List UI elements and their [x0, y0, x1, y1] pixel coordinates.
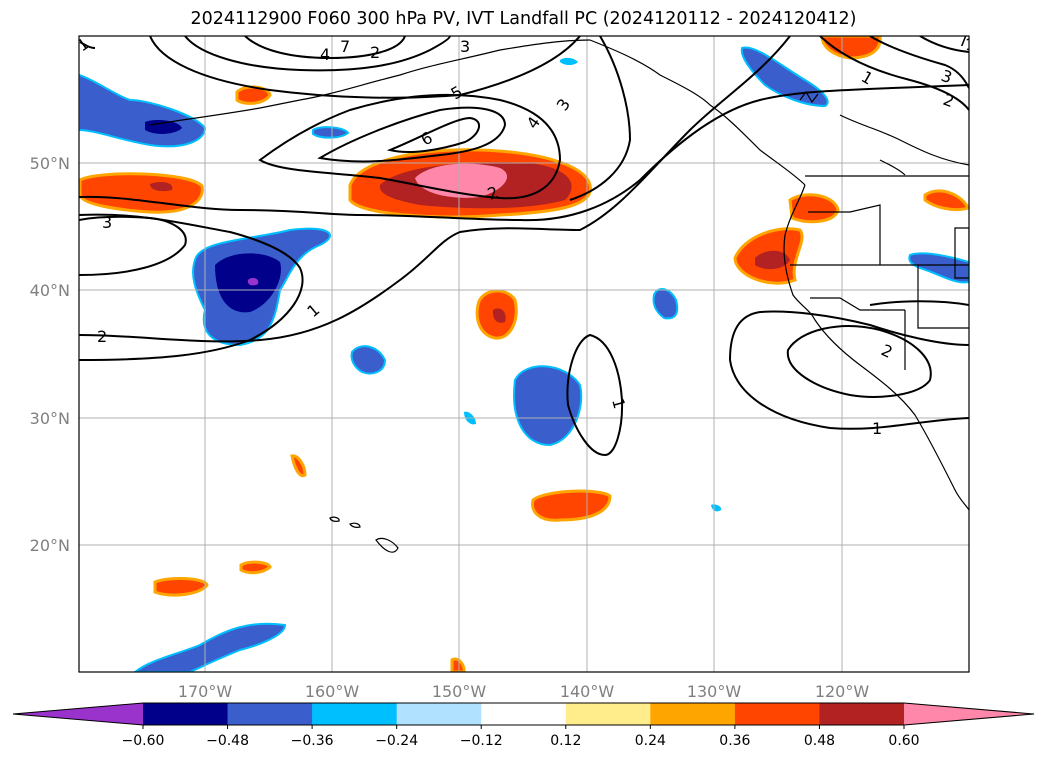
negative-region-south — [133, 622, 287, 672]
lat-tick-label: 30°N — [30, 409, 70, 428]
negative-region-central — [513, 365, 583, 447]
map-background — [79, 36, 969, 672]
lon-tick-label: 130°W — [687, 682, 742, 701]
lon-tick-label: 150°W — [432, 682, 487, 701]
map-title: 2024112900 F060 300 hPa PV, IVT Landfall… — [190, 9, 857, 29]
colorbar-tick-label: 0.24 — [635, 733, 666, 749]
contour-label: 1 — [965, 35, 975, 54]
colorbar-extend-high — [904, 703, 1034, 725]
colorbar-tick-label: −0.48 — [206, 733, 249, 749]
contour-label: 1 — [608, 396, 629, 411]
coastlines — [149, 39, 969, 553]
positive-region-west — [79, 172, 204, 214]
pv-contours — [79, 36, 969, 457]
colorbar-segment — [227, 703, 313, 725]
contour-label: 7 — [340, 37, 350, 56]
contour-label: 2 — [97, 327, 107, 346]
gridlines — [79, 36, 969, 672]
colorbar-segment — [565, 703, 651, 725]
colorbar-segment — [734, 703, 820, 725]
contour-label: 3 — [102, 213, 112, 232]
colorbar-segment — [650, 703, 736, 725]
lon-tick-label: 140°W — [560, 682, 615, 701]
colorbar-tick-label: −0.12 — [460, 733, 503, 749]
lon-tick-label: 120°W — [815, 682, 870, 701]
colorbar-tick-label: −0.60 — [122, 733, 165, 749]
colorbar: −0.60 −0.48 −0.36 −0.24 −0.12 0.12 0.24 0.36 0.4… — [12, 702, 1035, 749]
colorbar-extend-low — [13, 703, 143, 725]
colorbar-tick-label: 0.48 — [804, 733, 835, 749]
colorbar-tick-label: −0.24 — [375, 733, 418, 749]
lat-tick-label: 20°N — [30, 536, 70, 555]
colorbar-segment — [143, 703, 229, 725]
colorbar-tick-label: 0.12 — [550, 733, 581, 749]
political-boundaries — [790, 175, 969, 370]
lat-tick-label: 40°N — [30, 281, 70, 300]
contour-label: 3 — [460, 37, 470, 56]
shaded-regions — [79, 36, 969, 672]
map-frame — [78, 35, 970, 673]
colorbar-segment — [396, 703, 482, 725]
colorbar-segment — [481, 703, 567, 725]
lon-tick-label: 160°W — [305, 682, 360, 701]
latitude-ticks: 50°N 40°N 30°N 20°N — [30, 154, 70, 555]
contour-label: 2 — [370, 43, 380, 62]
colorbar-segment — [819, 703, 905, 725]
lon-tick-label: 170°W — [178, 682, 233, 701]
contour-label: 1 — [872, 419, 882, 438]
colorbar-tick-label: 0.36 — [719, 733, 750, 749]
positive-region-subtropical — [530, 489, 612, 522]
colorbar-tick-label: −0.36 — [291, 733, 334, 749]
colorbar-segment — [312, 703, 398, 725]
contour-label: 7 — [958, 31, 968, 50]
lat-tick-label: 50°N — [30, 154, 70, 173]
colorbar-tick-label: 0.60 — [888, 733, 919, 749]
contour-label: 4 — [320, 45, 330, 64]
longitude-ticks: 170°W 160°W 150°W 140°W 130°W 120°W — [178, 682, 870, 701]
